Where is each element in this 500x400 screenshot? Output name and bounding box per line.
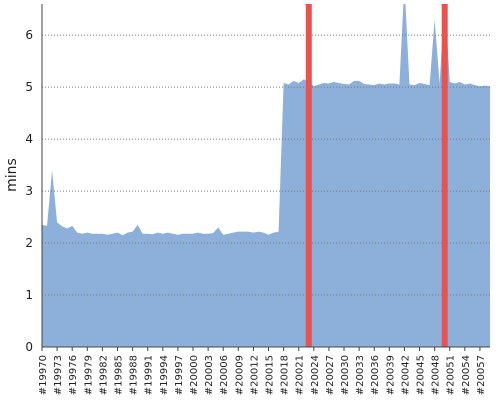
x-tick-label: #19997	[174, 355, 185, 395]
highlight-marker	[441, 4, 448, 347]
x-tick-label: #19979	[83, 355, 94, 395]
x-tick-label: #19982	[98, 355, 109, 395]
x-tick-label: #19973	[53, 355, 64, 395]
x-tick-label: #19970	[38, 355, 49, 395]
y-tick-label: 2	[25, 236, 33, 250]
x-tick-label: #20042	[400, 355, 411, 395]
x-tick-label: #20039	[385, 355, 396, 395]
area	[42, 4, 490, 347]
y-tick-label: 1	[25, 288, 33, 302]
y-tick-label: 5	[25, 80, 33, 94]
x-tick-label: #19988	[129, 355, 140, 395]
x-tick-label: #19994	[159, 355, 170, 395]
x-tick-label: #20006	[219, 355, 230, 395]
y-tick-label: 3	[25, 184, 33, 198]
x-tick-label: #20015	[265, 355, 276, 395]
x-tick-label: #20024	[310, 355, 321, 395]
x-tick-label: #20030	[340, 355, 351, 395]
x-tick-label: #20003	[204, 355, 215, 395]
x-tick-label: #20054	[461, 355, 472, 395]
x-tick-label: #20012	[249, 355, 260, 395]
plot-area	[42, 4, 490, 347]
x-tick-label: #20000	[189, 355, 200, 395]
x-tick-label: #19985	[114, 355, 125, 395]
y-tick-label: 0	[25, 340, 33, 354]
x-tick-label: #20018	[280, 355, 291, 395]
x-tick-label: #20048	[431, 355, 442, 395]
x-tick-label: #20009	[234, 355, 245, 395]
x-tick-label: #20045	[416, 355, 427, 395]
x-tick-label: #20027	[325, 355, 336, 395]
highlight-marker	[305, 4, 312, 347]
x-tick-label: #20057	[476, 355, 487, 395]
y-axis-label: mins	[4, 158, 20, 192]
x-tick-label: #19991	[144, 355, 155, 395]
x-tick-label: #20036	[370, 355, 381, 395]
y-tick-label: 6	[25, 28, 33, 42]
x-tick-label: #20051	[446, 355, 457, 395]
x-tick-label: #20021	[295, 355, 306, 395]
y-tick-label: 4	[25, 132, 33, 146]
x-tick-label: #20033	[355, 355, 366, 395]
x-tick-label: #19976	[68, 355, 79, 395]
